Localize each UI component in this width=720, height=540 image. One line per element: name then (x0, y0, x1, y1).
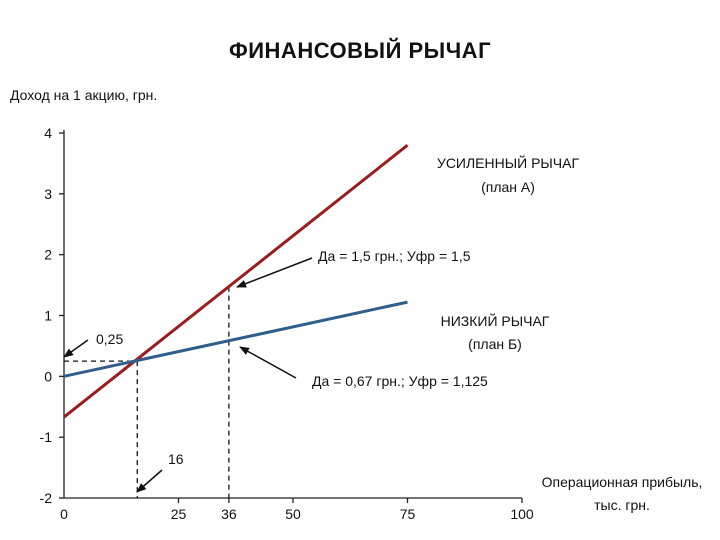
y-tick-label: 1 (44, 308, 52, 324)
y-axis-label: Доход на 1 акцию, грн. (10, 87, 157, 103)
plan-a-line (63, 143, 409, 419)
plan-b-sublabel: (план Б) (468, 336, 522, 352)
y-tick-label: 4 (44, 125, 52, 141)
y-tick-label: 2 (44, 247, 52, 263)
plan-a-label: УСИЛЕННЫЙ РЫЧАГ (437, 154, 580, 171)
x-axis-label-units: тыс. грн. (594, 497, 650, 513)
x-tick-label: 36 (221, 506, 237, 522)
plan-b-annotation: Да = 0,67 грн.; Уфр = 1,125 (312, 373, 488, 389)
y-tick-label: -2 (40, 490, 53, 506)
x-tick-label: 50 (285, 506, 301, 522)
intersection-y-label: 0,25 (96, 331, 123, 347)
x-tick-label: 25 (171, 506, 187, 522)
x-tick-label: 100 (510, 506, 534, 522)
x-tick-label: 75 (400, 506, 416, 522)
x-tick-label: 0 (60, 506, 68, 522)
x-axis-label: Операционная прибыль, (542, 474, 703, 490)
chart-title: ФИНАНСОВЫЙ РЫЧАГ (228, 38, 492, 63)
y-tick-label: 0 (44, 368, 52, 384)
plan-b-annotation-arrow (239, 346, 297, 379)
plan-a-annotation: Да = 1,5 грн.; Уфр = 1,5 (318, 248, 471, 264)
plan-a-annotation-arrow (236, 257, 313, 288)
intersection-x-label: 16 (168, 451, 184, 467)
y-tick-label: 3 (44, 186, 52, 202)
plan-b-label: НИЗКИЙ РЫЧАГ (441, 312, 550, 329)
plan-a-sublabel: (план А) (481, 179, 535, 195)
plan-b-line (63, 300, 408, 378)
intersection-x-arrow (136, 469, 163, 493)
intersection-y-arrow (63, 339, 89, 358)
y-tick-label: -1 (40, 429, 53, 445)
